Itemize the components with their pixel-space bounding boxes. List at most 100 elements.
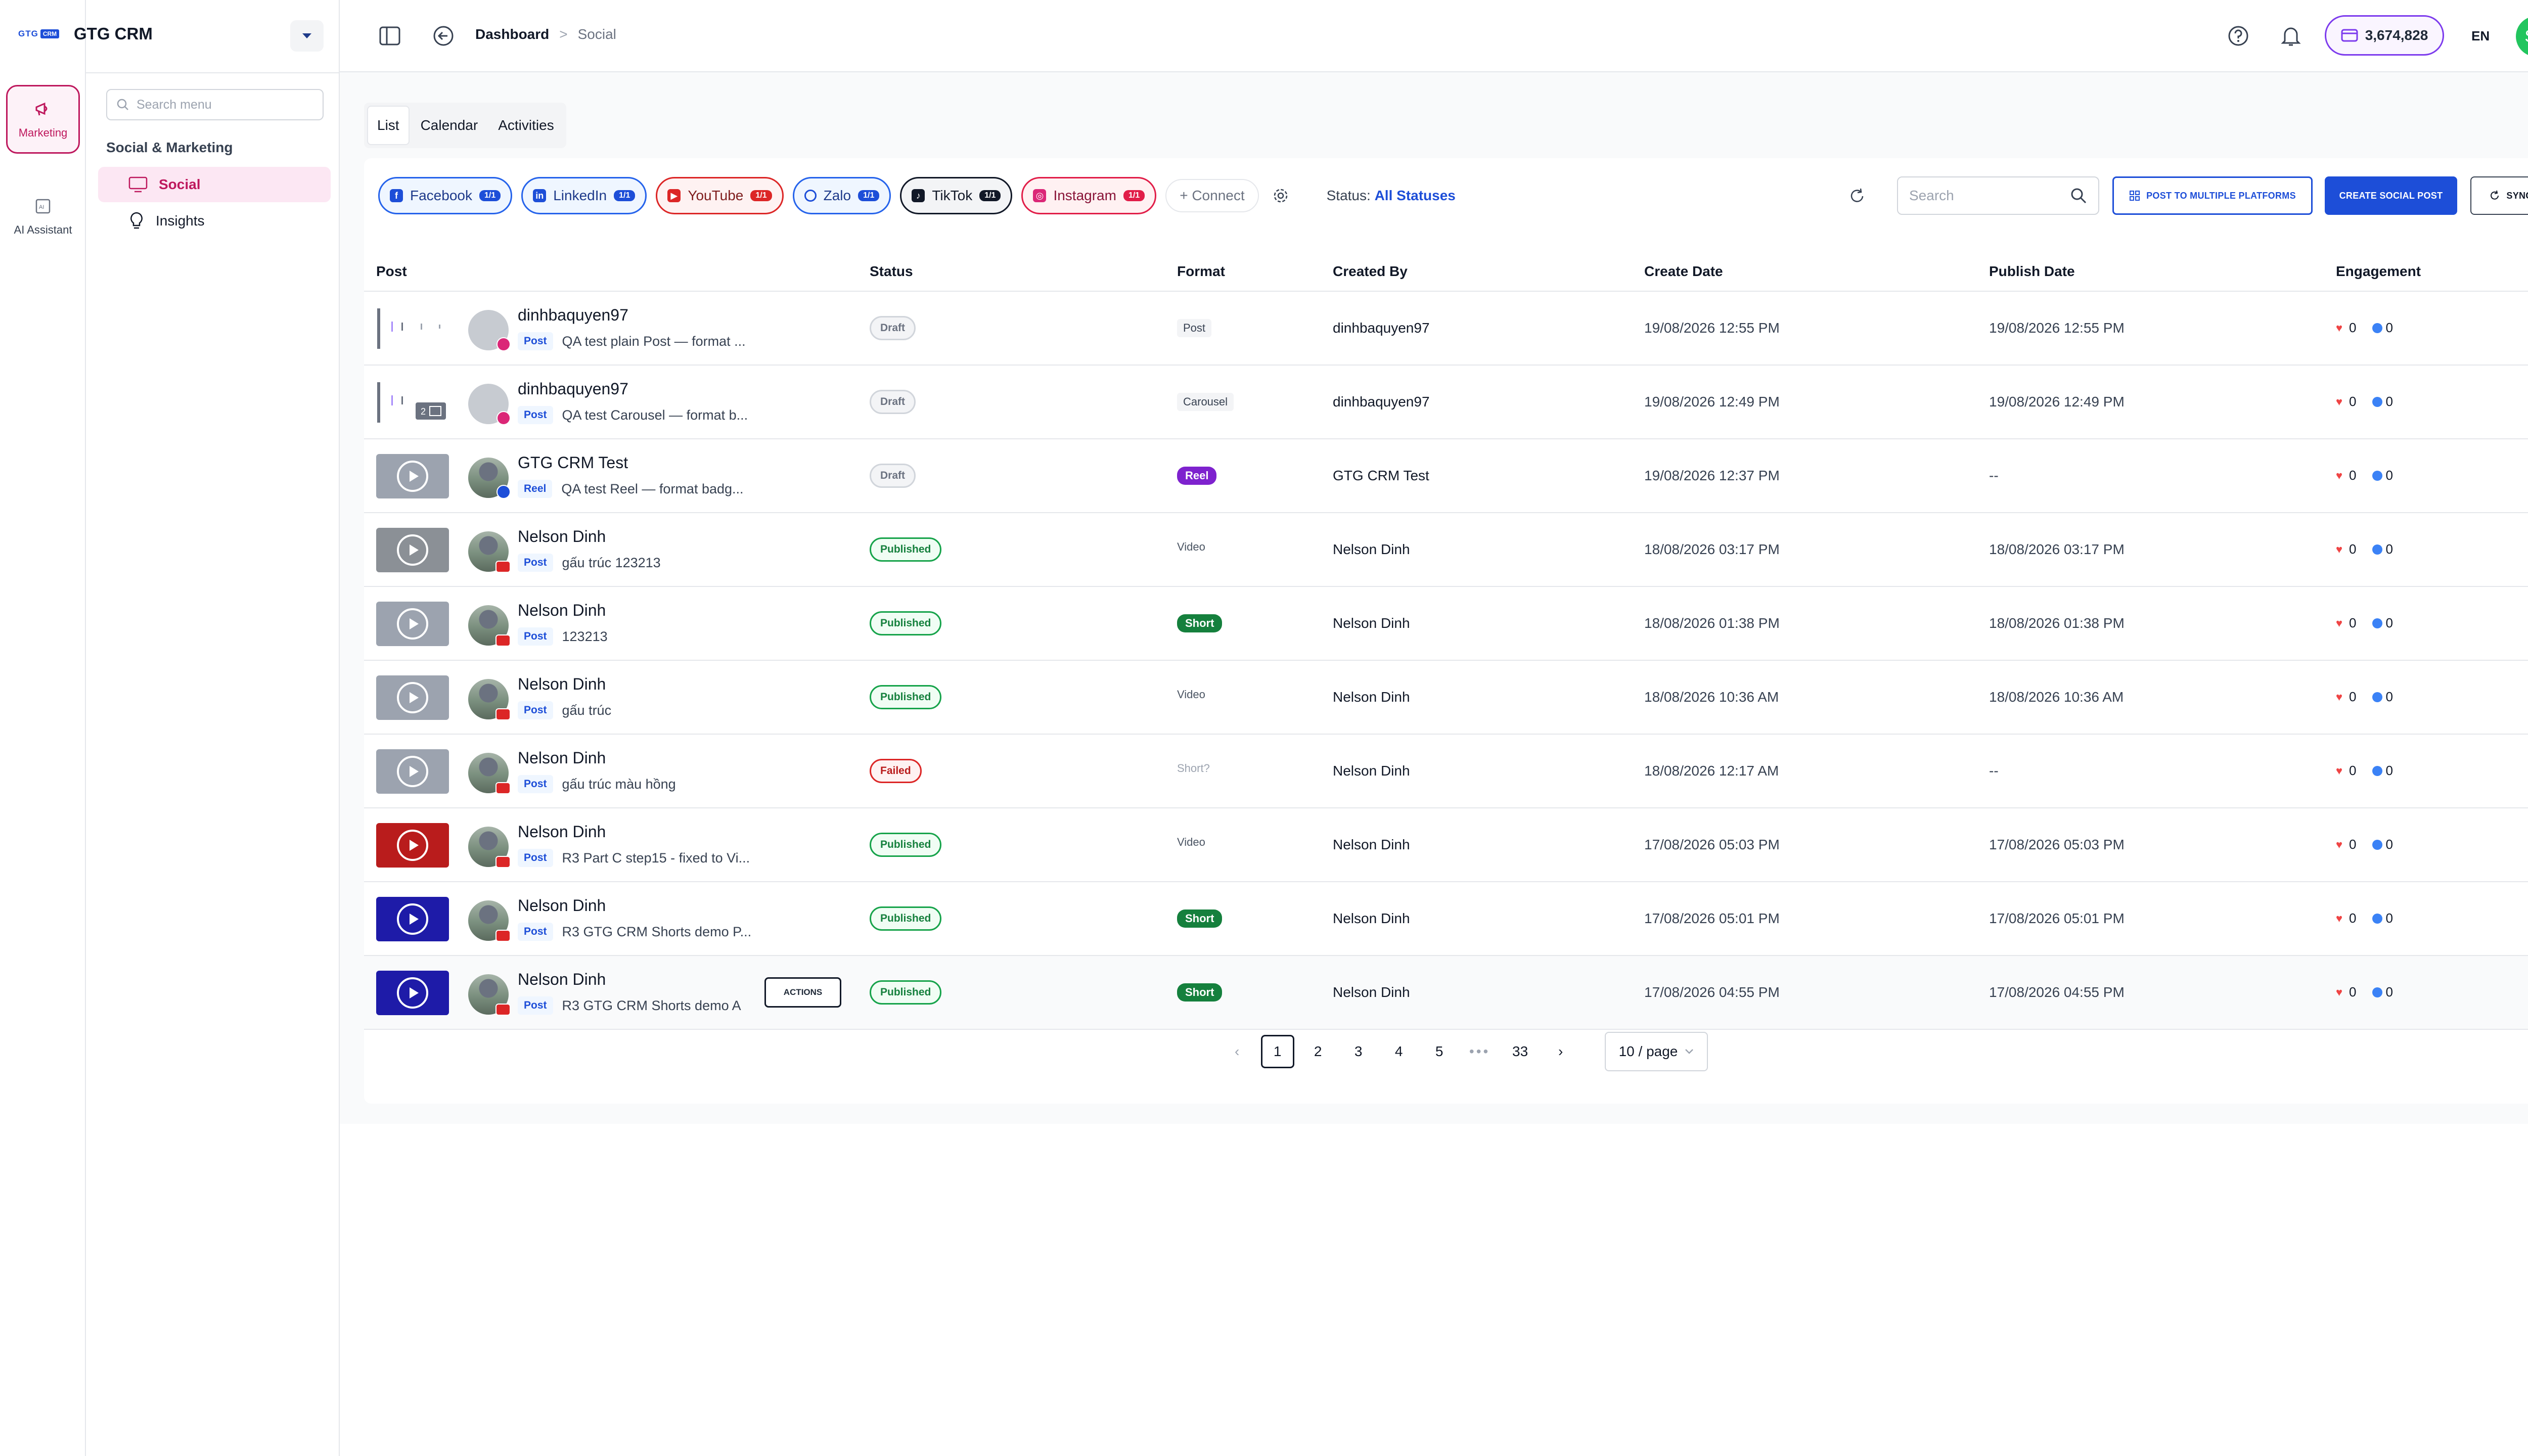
- page-ellipsis[interactable]: •••: [1469, 1043, 1491, 1059]
- platform-chip-linkedin[interactable]: in LinkedIn 1/1: [521, 177, 647, 214]
- credits-badge[interactable]: 3,674,828: [2325, 15, 2444, 56]
- post-thumbnail: [376, 971, 449, 1015]
- page-size-select[interactable]: 10 / page: [1604, 1032, 1708, 1071]
- post-summary: Post gấu trúc: [518, 701, 611, 719]
- menu-item-social[interactable]: Social: [98, 167, 331, 202]
- column-create-date: Create Date: [1644, 263, 1723, 279]
- comments-count: 0: [2385, 320, 2393, 335]
- page-3[interactable]: 3: [1354, 1043, 1363, 1059]
- play-icon: [397, 903, 428, 935]
- status-badge: Published: [870, 980, 942, 1005]
- post-search-input[interactable]: [1909, 188, 2061, 204]
- top-header: Dashboard > Social 3,674,828 EN SP: [340, 0, 2528, 72]
- breadcrumb-current: Social: [577, 26, 616, 42]
- post-multiple-platforms-button[interactable]: POST TO MULTIPLE PLATFORMS: [2112, 176, 2313, 215]
- post-kind-badge: Post: [518, 627, 553, 646]
- tab-list[interactable]: List: [367, 106, 410, 145]
- page-4[interactable]: 4: [1394, 1043, 1403, 1059]
- tab-activities[interactable]: Activities: [498, 117, 554, 133]
- platform-settings-button[interactable]: [1268, 183, 1293, 208]
- rail-item-marketing[interactable]: Marketing: [6, 85, 80, 154]
- post-summary: Post R3 Part C step15 - fixed to Vi...: [518, 849, 750, 867]
- sync-button[interactable]: SYNC: [2470, 176, 2528, 215]
- notifications-button[interactable]: [2276, 21, 2306, 51]
- platform-count: 1/1: [858, 190, 880, 201]
- post-thumbnail: [376, 897, 449, 941]
- workspace-dropdown-button[interactable]: [290, 20, 324, 52]
- breadcrumb-dashboard[interactable]: Dashboard: [475, 26, 550, 42]
- format-badge: Short: [1177, 614, 1223, 632]
- back-button[interactable]: [429, 21, 458, 51]
- created-by: Nelson Dinh: [1333, 984, 1410, 1000]
- grid-icon: [2130, 191, 2140, 201]
- ai-icon: AI: [33, 196, 53, 216]
- user-avatar[interactable]: SP: [2516, 16, 2528, 57]
- publish-date: 18/08/2026 01:38 PM: [1989, 615, 2125, 631]
- platform-name: Facebook: [410, 188, 472, 203]
- likes-count: 0: [2349, 984, 2357, 999]
- page-1[interactable]: 1: [1260, 1035, 1294, 1068]
- page-5[interactable]: 5: [1435, 1043, 1443, 1059]
- page-last[interactable]: 33: [1512, 1043, 1528, 1059]
- table-row[interactable]: Nelson Dinh Post gấu trúc Published Video…: [364, 661, 2528, 735]
- heart-icon: ♥: [2336, 985, 2343, 998]
- platform-chip-youtube[interactable]: ▶ YouTube 1/1: [656, 177, 784, 214]
- page-2[interactable]: 2: [1314, 1043, 1322, 1059]
- credits-value: 3,674,828: [2365, 27, 2428, 43]
- status-filter[interactable]: Status: All Statuses: [1327, 188, 1456, 204]
- status-filter-value: All Statuses: [1374, 188, 1456, 203]
- platform-name: YouTube: [688, 188, 744, 203]
- menu-item-insights[interactable]: Insights: [98, 203, 331, 239]
- language-switch[interactable]: EN: [2471, 28, 2490, 43]
- table-row[interactable]: 2 dinhbaquyen97 Post QA test Carousel — f…: [364, 366, 2528, 439]
- toggle-sidebar-button[interactable]: [375, 21, 404, 51]
- table-row[interactable]: Nelson Dinh Post R3 GTG CRM Shorts demo P…: [364, 882, 2528, 956]
- platform-chip-tiktok[interactable]: ♪ TikTok 1/1: [900, 177, 1013, 214]
- platform-chip-instagram[interactable]: ◎ Instagram 1/1: [1021, 177, 1157, 214]
- create-date: 18/08/2026 03:17 PM: [1644, 541, 1780, 557]
- created-by: dinhbaquyen97: [1333, 320, 1430, 336]
- format-badge: Short?: [1177, 762, 1210, 775]
- next-page-button[interactable]: ›: [1558, 1043, 1563, 1059]
- post-search[interactable]: [1897, 176, 2099, 215]
- engagement: ♥ 0 0: [2336, 320, 2393, 336]
- post-author: dinhbaquyen97: [518, 306, 628, 324]
- menu-item-label: Social: [159, 176, 201, 192]
- avatar: [468, 605, 511, 647]
- platform-chip-facebook[interactable]: f Facebook 1/1: [378, 177, 513, 214]
- column-format: Format: [1177, 263, 1225, 279]
- comments-count: 0: [2385, 911, 2393, 926]
- platform-count: 1/1: [1123, 190, 1145, 201]
- create-date: 18/08/2026 10:36 AM: [1644, 689, 1779, 705]
- menu-panel: Social & Marketing Social Insights: [86, 0, 340, 1456]
- refresh-button[interactable]: [1843, 183, 1871, 210]
- likes-count: 0: [2349, 689, 2357, 704]
- table-row[interactable]: dinhbaquyen97 Post QA test plain Post — f…: [364, 292, 2528, 366]
- table-row[interactable]: Nelson Dinh Post gấu trúc 123213 Publishe…: [364, 513, 2528, 587]
- status-badge: Draft: [870, 390, 916, 414]
- menu-search[interactable]: [106, 89, 324, 120]
- engagement: ♥ 0 0: [2336, 468, 2393, 483]
- avatar: [468, 310, 511, 351]
- post-summary: Post 123213: [518, 627, 608, 646]
- menu-search-input[interactable]: [137, 97, 308, 112]
- prev-page-button[interactable]: ‹: [1234, 1043, 1240, 1059]
- table-row[interactable]: Nelson Dinh Post R3 GTG CRM Shorts demo A…: [364, 956, 2528, 1030]
- row-actions-button[interactable]: ACTIONS: [764, 977, 841, 1008]
- create-social-post-button[interactable]: CREATE SOCIAL POST: [2325, 176, 2457, 215]
- platform-chip-zalo[interactable]: Zalo 1/1: [792, 177, 891, 214]
- rail-item-ai-assistant[interactable]: AI AI Assistant: [6, 182, 80, 251]
- heart-icon: ♥: [2336, 764, 2343, 777]
- likes-count: 0: [2349, 394, 2357, 409]
- table-row[interactable]: Nelson Dinh Post 123213 Published Short N…: [364, 587, 2528, 661]
- post-thumbnail: [376, 602, 449, 646]
- post-kind-badge: Post: [518, 996, 553, 1015]
- table-row[interactable]: Nelson Dinh Post R3 Part C step15 - fixed…: [364, 808, 2528, 882]
- table-row[interactable]: Nelson Dinh Post gấu trúc màu hồng Failed…: [364, 735, 2528, 808]
- tab-calendar[interactable]: Calendar: [420, 117, 478, 133]
- table-row[interactable]: GTG CRM Test Reel QA test Reel — format b…: [364, 439, 2528, 513]
- format-badge: Reel: [1177, 467, 1217, 485]
- help-button[interactable]: [2224, 21, 2253, 51]
- pagination: ‹ 1 2 3 4 5 ••• 33 › 10 / page: [364, 1032, 2528, 1071]
- connect-button[interactable]: + Connect: [1165, 179, 1259, 212]
